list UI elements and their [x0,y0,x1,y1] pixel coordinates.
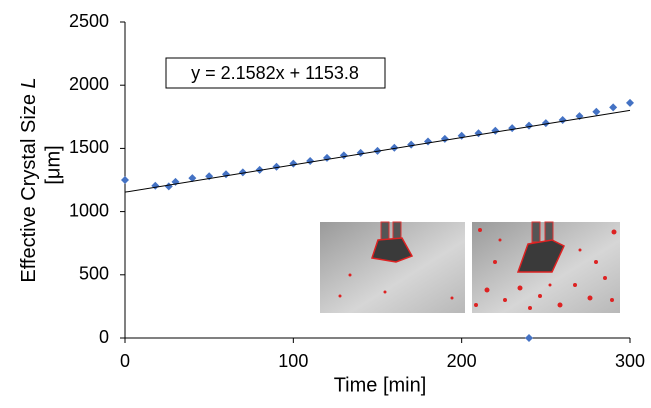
point [289,159,298,168]
point [491,126,500,135]
point [151,181,160,190]
point [440,134,449,143]
point [424,137,432,146]
point [525,334,533,342]
point [188,174,197,183]
y-axis-label-text: Effective Crystal Size [18,94,40,283]
y-tick-label: 1500 [69,137,109,157]
point [474,129,483,138]
point [121,176,129,184]
y-tick-label: 500 [79,264,109,284]
point [592,107,601,116]
point [272,162,281,171]
x-tick-label: 0 [120,351,130,371]
y-axis-unit: [μm] [42,145,64,184]
x-axis-label: Time [min] [334,374,427,396]
point [407,140,416,149]
annotation: y = 2.1582x + 1153.8 [191,63,359,83]
point [541,119,550,128]
point [525,121,533,130]
x-tick-label: 300 [615,351,645,371]
point [390,143,399,152]
point [609,103,618,112]
x-tick-label: 100 [278,351,308,371]
trend-line [124,109,631,193]
point [339,151,348,160]
x-tick-label: 200 [447,351,477,371]
y-tick-label: 2500 [69,11,109,31]
inset-image-left [320,221,465,313]
point [222,170,230,179]
y-tick-label: 1000 [69,200,109,220]
point [626,98,634,107]
y-tick-label: 0 [99,327,109,347]
point [508,124,517,133]
point [306,157,315,166]
y-tick-label: 2000 [69,74,109,94]
point [238,168,247,177]
point [356,148,365,157]
y-axis-label: Effective Crystal Size L [18,77,40,282]
y-axis-label-variable: L [18,77,40,88]
point [323,153,331,162]
inset-image-right [472,221,620,313]
point [164,182,173,191]
point [558,115,567,124]
annotation-box [165,57,386,89]
